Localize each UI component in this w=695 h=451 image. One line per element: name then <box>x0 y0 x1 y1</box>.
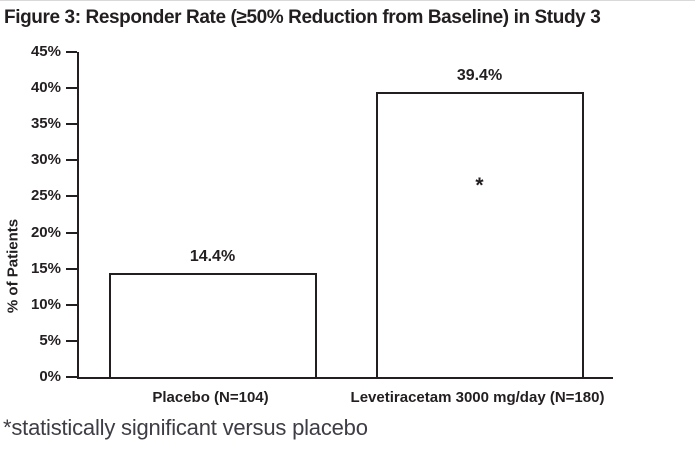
y-tick-label: 10% <box>30 295 61 313</box>
y-tick-label: 5% <box>39 331 61 349</box>
y-tick-label: 20% <box>30 223 61 241</box>
y-tick-mark <box>66 123 77 126</box>
y-tick-label: 35% <box>30 115 61 133</box>
x-category-label: Levetiracetam 3000 mg/day (N=180) <box>350 389 605 406</box>
y-tick-mark <box>66 339 77 342</box>
y-tick-label: 0% <box>39 368 61 385</box>
bar-value-label: 39.4% <box>456 67 503 85</box>
y-tick-mark <box>66 159 77 162</box>
y-tick-mark <box>66 87 77 90</box>
y-tick-label: 25% <box>30 187 61 205</box>
y-tick-mark <box>66 231 77 234</box>
y-tick-mark <box>66 51 77 53</box>
chart-footnote: *statistically significant versus placeb… <box>3 415 368 440</box>
plot-area: % of Patients 0% 5% 10% 15% 20% 25% 30% 35% 40% 4… <box>5 43 613 385</box>
chart-title: Figure 3: Responder Rate (≥50% Reduction… <box>4 7 601 28</box>
y-tick-label: 15% <box>30 259 61 277</box>
y-tick-mark <box>66 303 77 306</box>
y-tick-label: 40% <box>30 79 61 97</box>
y-tick-mark <box>66 267 77 270</box>
bar-levetiracetam <box>375 92 584 377</box>
x-axis-labels: Placebo (N=104) Levetiracetam 3000 mg/day… <box>77 389 613 411</box>
significance-asterisk: * <box>475 173 484 197</box>
y-tick-label: 45% <box>30 43 61 60</box>
bar-value-label: 14.4% <box>189 248 236 265</box>
x-category-label: Placebo (N=104) <box>152 389 269 406</box>
y-tick-mark <box>66 376 77 378</box>
y-tick-mark <box>66 195 77 198</box>
bar-placebo <box>108 273 317 377</box>
y-tick-label: 30% <box>30 151 61 169</box>
